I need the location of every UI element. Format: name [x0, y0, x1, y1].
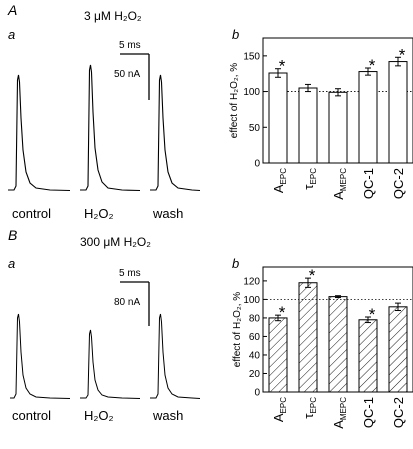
chart-0-category-main: QC-1	[361, 168, 376, 199]
chart-0-category-main: A	[331, 191, 346, 200]
chart-1-category-main: τ	[301, 413, 316, 419]
chart-1-bar	[328, 296, 348, 393]
trace-label-control-b: control	[12, 408, 52, 423]
chart-0-category-label: AMEPC	[331, 168, 348, 200]
chart-1-ytick-label: 60	[249, 332, 261, 343]
panel-a-traces	[8, 53, 201, 192]
scale-current-label-a: 50 nA	[114, 69, 141, 80]
panel-b-traces-letter: a	[8, 256, 16, 271]
chart-1-bar	[358, 319, 378, 393]
chart-1-significance-star: *	[279, 303, 286, 322]
chart-1-category-main: QC-2	[391, 397, 406, 428]
chart-0-significance-star: *	[279, 57, 286, 76]
chart-1-bar	[268, 317, 288, 393]
panel-b-letter: B	[8, 227, 18, 243]
chart-1-category-main: A	[271, 413, 286, 422]
scale-current-label-b: 80 nA	[114, 297, 141, 308]
trace-label-wash-a: wash	[153, 206, 184, 221]
chart-1-category-label: QC-1	[361, 397, 376, 428]
chart-1-category-main: A	[331, 420, 346, 429]
chart-1-category-sub: MEPC	[339, 397, 348, 420]
trace-control-b	[10, 313, 71, 399]
chart-1-ytick-label: 80	[249, 313, 261, 324]
chart-1-category-main: QC-1	[361, 397, 376, 428]
chart-0-category-sub: MEPC	[339, 168, 348, 191]
chart-1-ytick-label: 0	[254, 388, 260, 399]
trace-label-h2o2-b: H₂O₂	[84, 408, 114, 423]
chart-0-significance-star: *	[369, 56, 376, 75]
chart-0-significance-star: *	[399, 45, 406, 64]
chart-1-category-label: τEPC	[301, 397, 318, 419]
chart-1-category-label: AMEPC	[331, 397, 348, 429]
chart-1-significance-star: *	[369, 305, 376, 324]
chart-0-category-label: QC-2	[391, 168, 406, 199]
chart-0-category-main: A	[271, 184, 286, 193]
trace-wash-a	[150, 74, 201, 192]
chart-1-ylabel: effect of H₂O₂, %	[232, 292, 243, 367]
trace-h2o2-a	[80, 64, 141, 192]
chart-0-category-sub: EPC	[309, 168, 318, 185]
chart-0-ytick-label: 0	[254, 159, 260, 170]
chart-0-category-label: τEPC	[301, 168, 318, 190]
chart-0-ytick-label: 50	[249, 123, 261, 134]
chart-1-ytick-label: 100	[243, 295, 260, 306]
trace-label-wash-b: wash	[153, 408, 184, 423]
chart-1-category-label: QC-2	[391, 397, 406, 428]
chart-0-category-main: QC-2	[391, 168, 406, 199]
chart-1-category-label: AEPC	[271, 397, 288, 422]
chart-1-ytick-label: 20	[249, 369, 261, 380]
chart-1-ytick-label: 120	[243, 276, 260, 287]
scale-time-label-a: 5 ms	[119, 40, 141, 51]
trace-wash-b	[150, 313, 201, 399]
chart-0-ytick-label: 100	[243, 87, 260, 98]
trace-h2o2-b	[80, 329, 141, 399]
panel-a-condition: 3 μM H₂O₂	[84, 9, 142, 23]
chart-0-category-main: τ	[301, 184, 316, 190]
chart-1-category-sub: EPC	[279, 397, 288, 414]
chart-1-bar	[298, 282, 318, 393]
trace-control-a	[8, 74, 71, 192]
trace-label-control-a: control	[12, 206, 52, 221]
chart-0-ylabel: effect of H₂O₂, %	[229, 63, 240, 138]
panel-a-chart-letter: b	[232, 27, 240, 42]
chart-0-category-sub: EPC	[279, 168, 288, 185]
panel-a-letter: A	[8, 2, 18, 18]
panel-a-traces-letter: a	[8, 27, 16, 42]
chart-1-bar	[388, 306, 408, 393]
chart-1-category-sub: EPC	[309, 397, 318, 414]
panel-b-chart-letter: b	[232, 256, 240, 271]
chart-0-category-label: QC-1	[361, 168, 376, 199]
chart-1-ytick-label: 40	[249, 350, 261, 361]
chart-1-significance-star: *	[309, 266, 316, 285]
trace-label-h2o2-a: H₂O₂	[84, 206, 114, 221]
scale-time-label-b: 5 ms	[119, 268, 141, 279]
panel-b-condition: 300 μM H₂O₂	[80, 235, 151, 249]
chart-0-category-label: AEPC	[271, 168, 288, 193]
chart-0-ytick-label: 150	[243, 51, 260, 62]
